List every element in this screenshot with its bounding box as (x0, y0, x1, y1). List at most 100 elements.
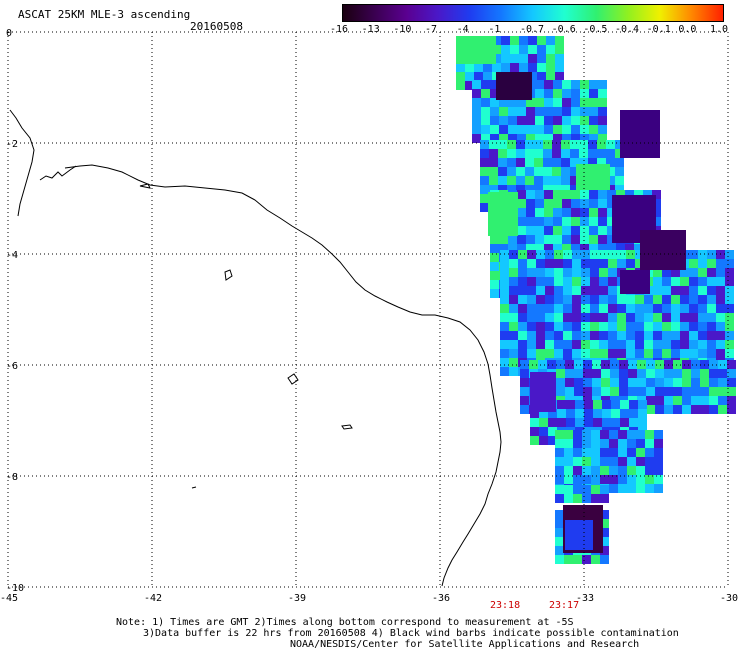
swath-cell (598, 208, 607, 217)
swath-cell (608, 277, 617, 286)
swath-cell (662, 277, 671, 286)
swath-cell (499, 134, 508, 143)
swath-cell (664, 405, 673, 414)
swath-cell (725, 322, 734, 331)
swath-cell (691, 369, 700, 378)
swath-cell (527, 313, 536, 322)
swath-cell (490, 107, 499, 116)
swath-cell (581, 277, 590, 286)
swath-cell (543, 185, 552, 194)
swath-cell (682, 387, 691, 396)
swath-cell (557, 418, 566, 427)
swath-cell (602, 409, 611, 418)
swath-cell (707, 313, 716, 322)
swath-cell (592, 378, 601, 387)
swath-cell (554, 277, 563, 286)
swath-cell (490, 244, 499, 253)
swath-cell (654, 457, 663, 466)
swath-cell (607, 190, 616, 199)
swath-cell (573, 555, 582, 564)
swath-cell (581, 286, 590, 295)
swath-cell (516, 158, 525, 167)
swath-cell (635, 313, 644, 322)
swath-cell (509, 268, 518, 277)
swath-cell (456, 36, 496, 64)
swath-cell (537, 63, 546, 72)
swath-cell (644, 304, 653, 313)
swath-cell (500, 358, 509, 367)
swath-cell (517, 107, 526, 116)
swath-cell (537, 54, 546, 63)
swath-cell (501, 36, 510, 45)
swath-cell (517, 116, 526, 125)
swath-cell (718, 369, 727, 378)
swath-cell (488, 192, 518, 236)
swath-cell (581, 322, 590, 331)
swath-cell (527, 295, 536, 304)
swath-cell (673, 378, 682, 387)
swath-cell (564, 448, 573, 457)
swath-cell (636, 448, 645, 457)
swath-cell (589, 89, 598, 98)
swath-cell (600, 439, 609, 448)
swath-cell (507, 176, 516, 185)
swath-cell (671, 322, 680, 331)
swath-cell (509, 367, 518, 376)
swath-cell (535, 235, 544, 244)
swath-cell (490, 253, 499, 262)
swath-cell (555, 36, 564, 45)
swath-cell (617, 250, 626, 259)
swath-cell (509, 295, 518, 304)
swath-cell (707, 331, 716, 340)
swath-cell (646, 360, 655, 369)
swath-cell (609, 439, 618, 448)
swath-cell (592, 387, 601, 396)
swath-cell (525, 176, 534, 185)
swath-cell (554, 304, 563, 313)
swath-cell (537, 45, 546, 54)
swath-cell (492, 45, 501, 54)
swath-cell (573, 448, 582, 457)
swath-cell (689, 286, 698, 295)
swath-cell (507, 158, 516, 167)
swath-cell (607, 208, 616, 217)
swath-cell (591, 494, 600, 503)
swath-cell (653, 268, 662, 277)
swath-cell (555, 45, 564, 54)
swath-cell (543, 140, 552, 149)
swath-cell (562, 235, 571, 244)
swath-cell (555, 54, 564, 63)
swath-cell (545, 295, 554, 304)
swath-cell (635, 340, 644, 349)
swath-cell (636, 430, 645, 439)
swath-cell (617, 331, 626, 340)
swath-cell (525, 149, 534, 158)
swath-cell (553, 98, 562, 107)
swath-cell (563, 349, 572, 358)
swath-cell (516, 149, 525, 158)
swath-cell (490, 116, 499, 125)
swath-cell (662, 331, 671, 340)
swath-cell (555, 466, 564, 475)
swath-cell (553, 80, 562, 89)
swath-cell (584, 418, 593, 427)
swath-cell (725, 313, 734, 322)
swath-cell (472, 89, 481, 98)
swath-cell (581, 295, 590, 304)
colorbar-label: -4 (456, 24, 469, 35)
swath-cell (655, 378, 664, 387)
swath-cell (727, 378, 736, 387)
swath-cell (627, 484, 636, 493)
swath-cell (561, 176, 570, 185)
swath-cell (636, 484, 645, 493)
colorbar-label: -0.6 (551, 24, 576, 35)
swath-cell (518, 268, 527, 277)
swath-cell (653, 349, 662, 358)
swath-cell (553, 190, 562, 199)
swath-cell (653, 295, 662, 304)
swath-cell (483, 63, 492, 72)
swath-cell (572, 268, 581, 277)
swath-cell (570, 140, 579, 149)
swath-cell (474, 63, 483, 72)
swath-cell (492, 54, 501, 63)
